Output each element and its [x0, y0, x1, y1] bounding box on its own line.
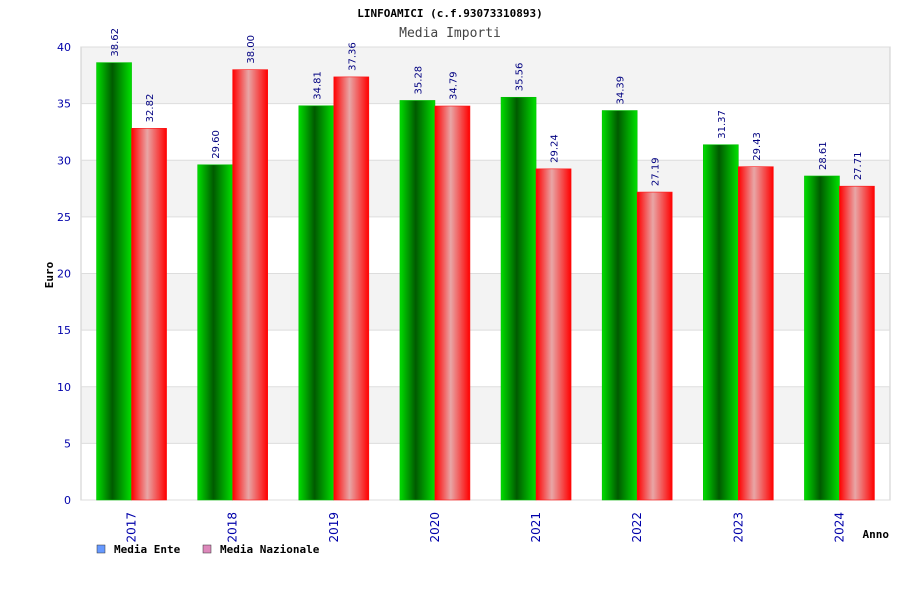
- x-tick-label: 2017: [125, 512, 139, 543]
- bar-media-nazionale-2018: [232, 69, 268, 501]
- data-label: 31.37: [717, 110, 728, 139]
- y-tick-label: 20: [57, 268, 71, 281]
- bar-media-ente-2018: [197, 164, 233, 501]
- x-tick-label: 2021: [529, 512, 543, 543]
- y-axis-ticks: 0 5 10 15 20 25 30 35 40: [57, 41, 71, 507]
- x-axis-label: Anno: [863, 528, 890, 541]
- data-label: 38.62: [110, 28, 121, 57]
- data-labels: 38.62 32.82 29.60 38.00 34.81 37.36 35.28 34.79…: [110, 28, 864, 186]
- data-label: 29.60: [211, 130, 222, 159]
- bar-media-ente-2019: [298, 105, 335, 501]
- data-label: 34.81: [312, 71, 323, 100]
- y-axis-label: Euro: [43, 261, 56, 288]
- grid-band: [81, 47, 890, 104]
- data-label: 32.82: [145, 94, 156, 123]
- y-tick-label: 5: [64, 437, 71, 450]
- data-label: 27.19: [651, 157, 662, 186]
- legend-swatch-media-nazionale: [202, 544, 212, 554]
- legend-label-media-ente: Media Ente: [114, 543, 181, 556]
- x-tick-label: 2022: [630, 512, 644, 543]
- data-label: 35.28: [413, 66, 424, 95]
- x-tick-label: 2023: [731, 512, 745, 543]
- x-tick-label: 2018: [226, 512, 240, 543]
- data-label: 29.24: [550, 134, 561, 163]
- data-label: 35.56: [515, 63, 526, 92]
- data-label: 28.61: [818, 141, 829, 170]
- bar-media-ente-2024: [804, 175, 840, 501]
- x-axis-ticks: 2017 2018 2019 2020 2021 2022 2023 2024: [125, 512, 847, 543]
- data-label: 29.43: [752, 132, 763, 161]
- data-label: 34.79: [448, 71, 459, 100]
- chart-title: LINFOAMICI (c.f.93073310893): [357, 7, 542, 20]
- bar-media-ente-2023: [703, 144, 739, 501]
- bar-media-nazionale-2021: [535, 168, 572, 501]
- bar-media-nazionale-2017: [131, 128, 167, 501]
- bar-media-nazionale-2024: [839, 185, 875, 501]
- y-tick-label: 30: [57, 154, 71, 167]
- x-tick-label: 2020: [428, 512, 442, 543]
- data-label: 34.39: [616, 76, 627, 105]
- bar-media-ente-2021: [500, 96, 537, 501]
- y-tick-label: 0: [64, 494, 71, 507]
- data-label: 38.00: [246, 35, 257, 64]
- y-tick-label: 25: [57, 211, 71, 224]
- y-tick-label: 10: [57, 381, 71, 394]
- bar-media-ente-2020: [399, 100, 436, 501]
- x-tick-label: 2024: [832, 512, 846, 543]
- y-tick-label: 40: [57, 41, 71, 54]
- bar-media-nazionale-2023: [738, 166, 774, 501]
- data-label: 27.71: [853, 152, 864, 181]
- bar-media-nazionale-2019: [333, 76, 370, 501]
- bars: [96, 62, 875, 501]
- bar-media-nazionale-2020: [434, 105, 471, 501]
- bar-media-nazionale-2022: [636, 191, 673, 501]
- bar-media-ente-2022: [601, 110, 638, 501]
- legend-label-media-nazionale: Media Nazionale: [220, 543, 320, 556]
- bar-media-ente-2017: [96, 62, 132, 501]
- chart-subtitle: Media Importi: [399, 26, 501, 41]
- y-tick-label: 15: [57, 324, 71, 337]
- y-tick-label: 35: [57, 98, 71, 111]
- x-tick-label: 2019: [327, 512, 341, 543]
- legend-swatch-media-ente: [96, 544, 106, 554]
- data-label: 37.36: [347, 42, 358, 71]
- legend: Media Ente Media Nazionale: [96, 543, 320, 556]
